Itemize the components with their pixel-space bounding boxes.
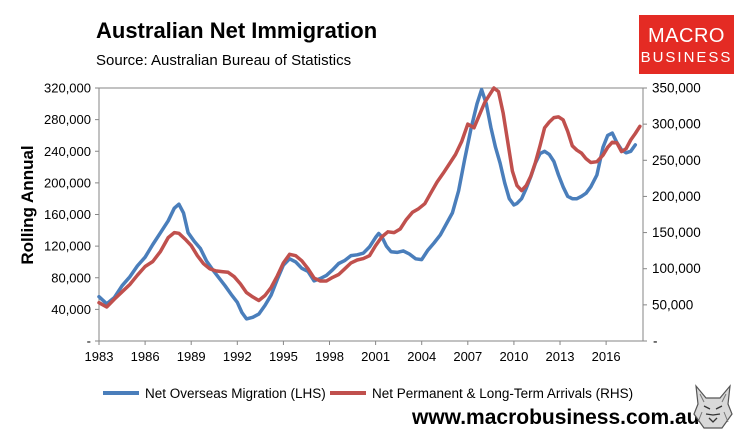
series-line-net-overseas-migration xyxy=(97,87,638,321)
left-tick-label: 320,000 xyxy=(44,81,91,96)
legend-item-net-overseas-migration: Net Overseas Migration (LHS) xyxy=(103,386,326,401)
left-tick-label: 240,000 xyxy=(44,144,91,159)
x-tick-label: 2016 xyxy=(592,349,621,364)
plot-area xyxy=(98,87,644,342)
legend-swatch-blue xyxy=(103,391,139,396)
x-tick-label: 1992 xyxy=(223,349,252,364)
x-tick-label: 1983 xyxy=(85,349,114,364)
right-tick-label: 350,000 xyxy=(652,81,701,96)
left-axis-ticks: - 40,000 80,000 120,000 160,000 200,000 240,00… xyxy=(44,81,99,349)
logo-line-2: BUSINESS xyxy=(640,49,733,66)
right-tick-label: 150,000 xyxy=(652,225,701,240)
right-tick-label: 200,000 xyxy=(652,189,701,204)
legend-item-net-permanent-arrivals: Net Permanent & Long-Term Arrivals (RHS) xyxy=(330,386,633,401)
left-tick-label: 80,000 xyxy=(51,270,91,285)
x-tick-label: 1998 xyxy=(315,349,344,364)
left-tick-label: 40,000 xyxy=(51,302,91,317)
right-tick-label: - xyxy=(653,334,658,349)
series-line-net-permanent-arrivals xyxy=(97,86,642,309)
legend-label-plta: Net Permanent & Long-Term Arrivals (RHS) xyxy=(372,386,634,401)
left-tick-label: 160,000 xyxy=(44,207,91,222)
left-tick-label: - xyxy=(87,334,91,349)
x-tick-label: 1995 xyxy=(269,349,298,364)
x-tick-label: 2010 xyxy=(499,349,528,364)
macrobusiness-logo: MACRO BUSINESS xyxy=(639,15,734,74)
left-tick-label: 200,000 xyxy=(44,175,91,190)
logo-line-1: MACRO xyxy=(648,25,725,47)
right-axis-ticks: - 50,000 100,000 150,000 200,000 250,000 300,0… xyxy=(643,81,701,349)
right-tick-label: 300,000 xyxy=(652,117,701,132)
x-axis-ticks: 1983 1986 1989 1992 1995 1998 2001 2004 2007 2010… xyxy=(85,341,621,364)
right-tick-label: 100,000 xyxy=(652,261,701,276)
x-tick-label: 1986 xyxy=(131,349,160,364)
right-tick-label: 50,000 xyxy=(652,297,693,312)
wolf-mascot-icon xyxy=(693,384,733,429)
x-tick-label: 2007 xyxy=(453,349,482,364)
chart-title: Australian Net Immigration xyxy=(96,18,378,43)
series-layer xyxy=(97,86,642,321)
left-tick-label: 280,000 xyxy=(44,112,91,127)
y-axis-label: Rolling Annual xyxy=(18,145,37,264)
left-tick-label: 120,000 xyxy=(44,239,91,254)
legend-label-nom: Net Overseas Migration (LHS) xyxy=(145,386,326,401)
x-tick-label: 2013 xyxy=(546,349,575,364)
right-tick-label: 250,000 xyxy=(652,153,701,168)
website-url: www.macrobusiness.com.au xyxy=(412,406,700,429)
x-tick-label: 2001 xyxy=(361,349,390,364)
chart-source: Source: Australian Bureau of Statistics xyxy=(96,52,352,69)
x-tick-label: 1989 xyxy=(177,349,206,364)
x-tick-label: 2004 xyxy=(407,349,436,364)
legend-swatch-red xyxy=(330,391,366,396)
